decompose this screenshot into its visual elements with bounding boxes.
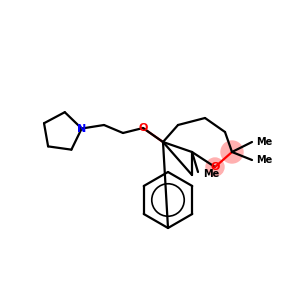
Text: Me: Me	[256, 137, 272, 147]
Text: N: N	[77, 124, 86, 134]
Text: O: O	[138, 123, 148, 133]
Text: Me: Me	[256, 155, 272, 165]
Text: O: O	[210, 162, 220, 172]
Text: Me: Me	[203, 169, 219, 179]
Circle shape	[206, 158, 224, 176]
Circle shape	[221, 141, 243, 163]
